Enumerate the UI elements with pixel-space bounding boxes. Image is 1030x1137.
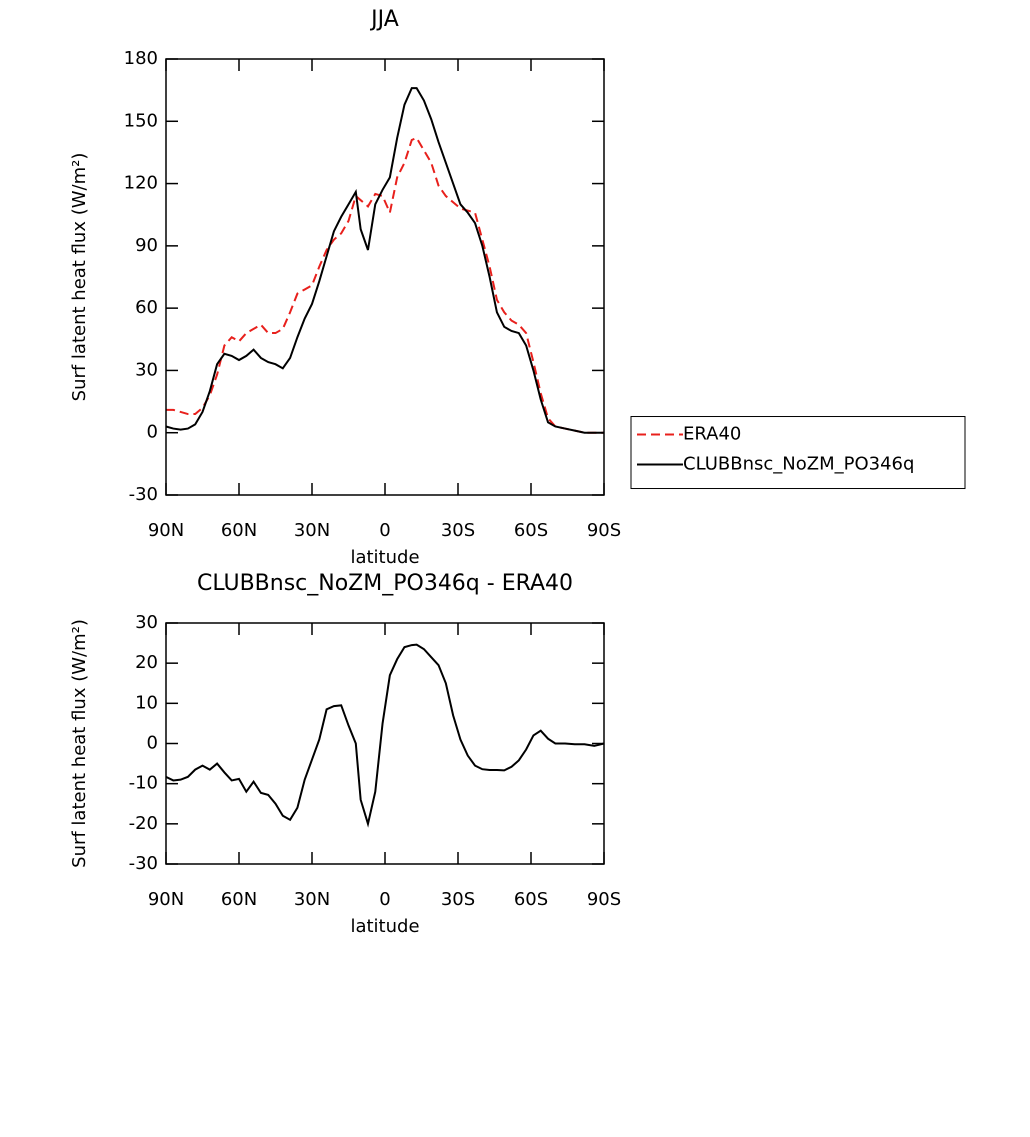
y-tick-label: 150 bbox=[124, 110, 158, 131]
x-tick-label: 0 bbox=[379, 889, 390, 910]
x-tick-label: 60N bbox=[221, 520, 257, 541]
x-tick-label: 60S bbox=[514, 889, 548, 910]
y-tick-label: 30 bbox=[135, 612, 158, 633]
y-tick-label: -20 bbox=[129, 813, 158, 834]
y-tick-label: 0 bbox=[147, 422, 158, 443]
y-tick-label: 30 bbox=[135, 359, 158, 380]
chart-title: CLUBBnsc_NoZM_PO346q - ERA40 bbox=[197, 571, 573, 596]
x-tick-label: 30S bbox=[441, 520, 475, 541]
y-tick-label: 60 bbox=[135, 297, 158, 318]
x-tick-label: 60S bbox=[514, 520, 548, 541]
x-tick-label: 90S bbox=[587, 889, 621, 910]
plot-frame bbox=[165, 622, 605, 865]
y-tick-label: 10 bbox=[135, 692, 158, 713]
x-tick-label: 30N bbox=[294, 889, 330, 910]
x-axis-label: latitude bbox=[350, 916, 419, 937]
x-tick-label: 0 bbox=[379, 520, 390, 541]
legend-label: ERA40 bbox=[683, 424, 741, 445]
y-tick-label: 120 bbox=[124, 173, 158, 194]
data-line bbox=[165, 643, 605, 828]
legend-box bbox=[630, 416, 966, 490]
data-line bbox=[165, 87, 604, 434]
x-tick-label: 90N bbox=[148, 520, 184, 541]
y-tick-label: 180 bbox=[124, 48, 158, 69]
y-tick-label: -30 bbox=[129, 484, 158, 505]
x-tick-label: 60N bbox=[221, 889, 257, 910]
y-tick-label: 90 bbox=[135, 235, 158, 256]
y-axis-label: Surf latent heat flux (W/m²) bbox=[69, 153, 90, 402]
y-tick-label: 0 bbox=[147, 733, 158, 754]
legend-label: CLUBBnsc_NoZM_PO346q bbox=[683, 454, 914, 475]
y-tick-label: -10 bbox=[129, 773, 158, 794]
chart-title: JJA bbox=[369, 7, 399, 32]
x-tick-label: 90S bbox=[587, 520, 621, 541]
plot-frame bbox=[165, 58, 605, 496]
x-tick-label: 30N bbox=[294, 520, 330, 541]
y-tick-label: -30 bbox=[129, 853, 158, 874]
y-tick-label: 20 bbox=[135, 652, 158, 673]
y-axis-label: Surf latent heat flux (W/m²) bbox=[69, 619, 90, 868]
x-tick-label: 90N bbox=[148, 889, 184, 910]
x-tick-label: 30S bbox=[441, 889, 475, 910]
x-axis-label: latitude bbox=[350, 547, 419, 568]
